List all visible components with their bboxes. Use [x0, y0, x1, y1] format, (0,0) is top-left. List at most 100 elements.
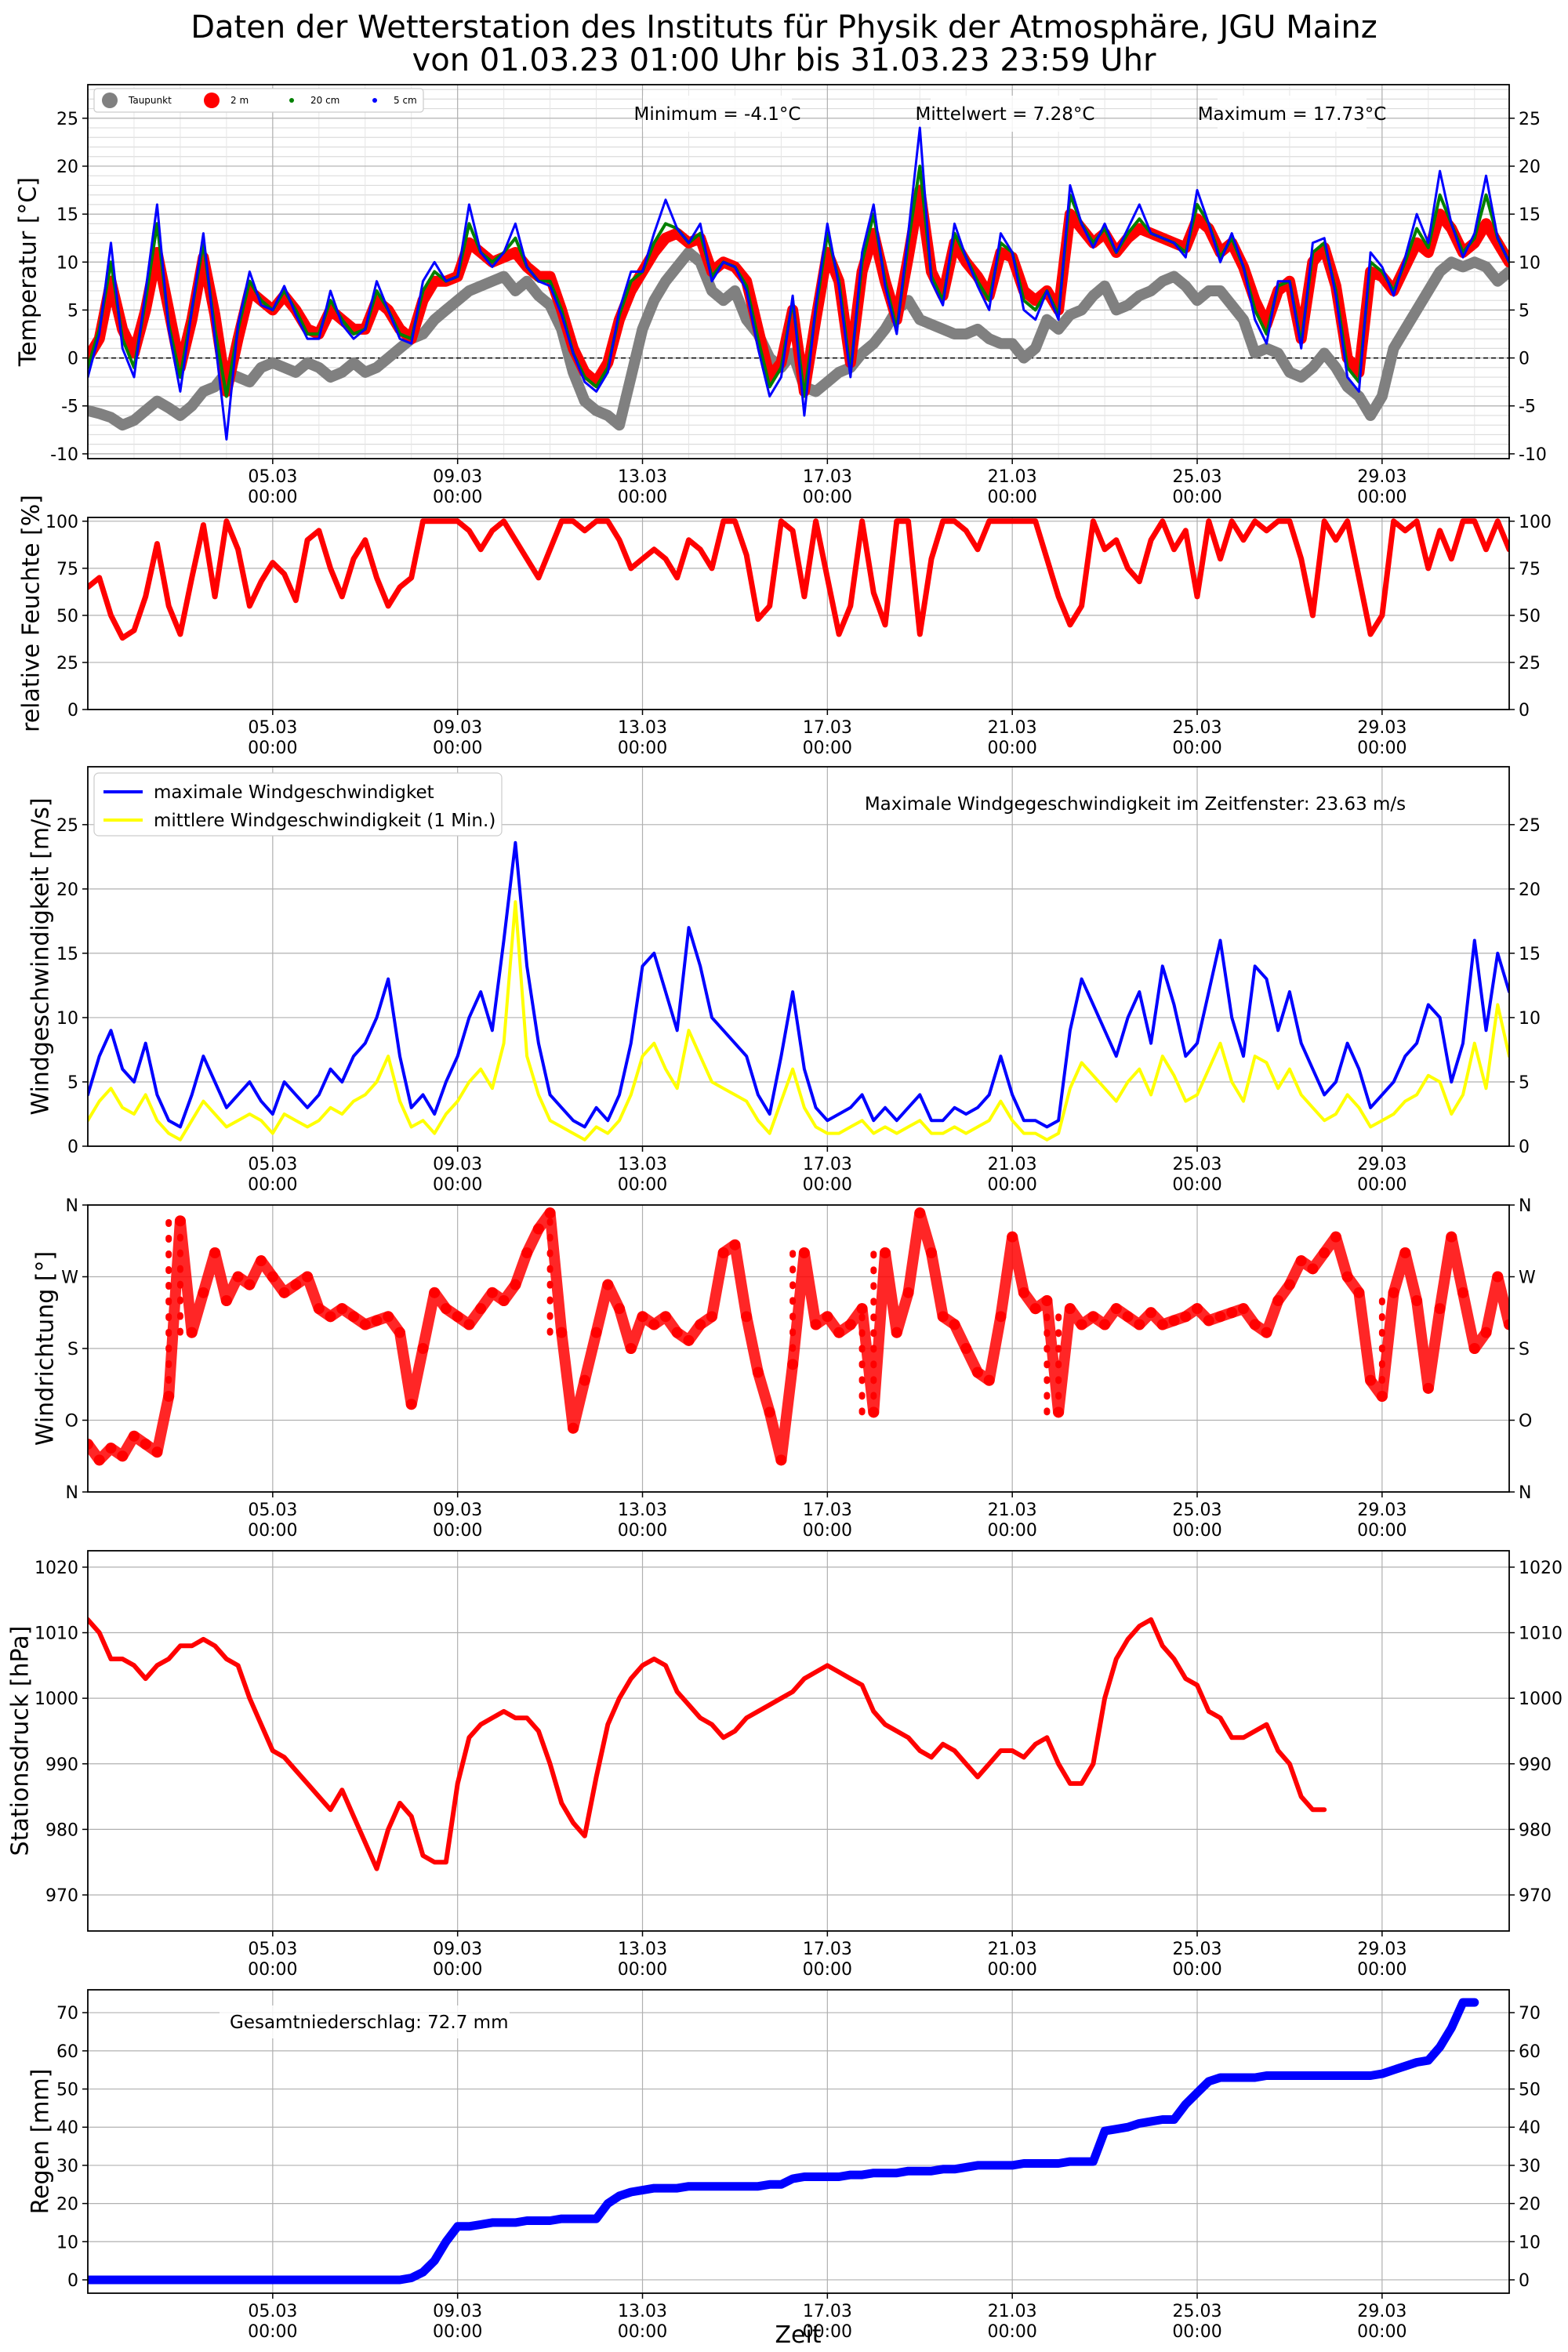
y-tick-label: 5: [67, 301, 78, 321]
y-tick-label: 25: [56, 110, 78, 129]
y-tick-label: 20: [56, 158, 78, 177]
y-tick-label: 70: [56, 2004, 78, 2024]
y-tick-label: 1020: [1519, 1559, 1563, 1578]
y-tick-label: -5: [61, 397, 78, 417]
x-tick-label: 17.03: [803, 2302, 852, 2321]
x-tick-label: 00:00: [248, 739, 297, 758]
y-tick-label: 0: [1519, 2271, 1530, 2291]
x-tick-label: 00:00: [987, 1521, 1036, 1541]
y-tick-label: -5: [1519, 397, 1536, 417]
y-axis-label: Stationsdruck [hPa]: [7, 1626, 34, 1857]
y-tick-label: -10: [1519, 445, 1547, 465]
y-tick-label: 0: [67, 350, 78, 369]
y-tick-label: 100: [45, 513, 78, 532]
y-tick-label: 15: [1519, 945, 1541, 964]
x-tick-label: 21.03: [988, 467, 1037, 487]
x-tick-label: 13.03: [618, 467, 667, 487]
x-tick-label: 05.03: [248, 1155, 297, 1174]
x-tick-label: 00:00: [1357, 488, 1406, 507]
legend-box: [93, 88, 424, 113]
y-tick-label: 1000: [1519, 1690, 1563, 1709]
y-tick-label: 0: [67, 2271, 78, 2291]
figure-title-line2: von 01.03.23 01:00 Uhr bis 31.03.23 23:5…: [412, 42, 1156, 78]
y-tick-label: 60: [1519, 2042, 1541, 2062]
y-axis-label: relative Feuchte [%]: [18, 495, 45, 732]
x-tick-label: 00:00: [433, 1521, 482, 1541]
x-tick-label: 05.03: [248, 1940, 297, 1959]
x-tick-label: 00:00: [1172, 1521, 1221, 1541]
y-tick-label: 15: [1519, 205, 1541, 225]
x-tick-label: 09.03: [433, 2302, 482, 2321]
x-tick-label: 17.03: [803, 1940, 852, 1959]
y-tick-label: 10: [1519, 2233, 1541, 2252]
y-tick-label: N: [1519, 1196, 1531, 1216]
plot-frame: [87, 1989, 1510, 2294]
series-mittlere-windgeschwindigkeit-1-min: [88, 900, 1509, 1142]
y-tick-label: 5: [1519, 301, 1530, 321]
series-group: [88, 1207, 1509, 1466]
x-tick-label: 21.03: [988, 2302, 1037, 2321]
rain-total-annotation: Gesamtniederschlag: 72.7 mm: [230, 2013, 508, 2033]
x-tick-label: 13.03: [618, 718, 667, 738]
y-tick-label: 50: [56, 607, 78, 626]
y-tick-label: 50: [1519, 2081, 1541, 2100]
x-tick-label: 09.03: [433, 1155, 482, 1174]
y-tick-label: 70: [1519, 2004, 1541, 2024]
temperature-annotation: Maximum = 17.73°C: [1198, 104, 1387, 125]
y-tick-label: 5: [1519, 1073, 1530, 1093]
y-tick-label: 0: [1519, 701, 1530, 720]
y-tick-label: 20: [56, 2195, 78, 2215]
x-tick-label: 09.03: [433, 718, 482, 738]
x-tick-label: 21.03: [988, 1940, 1037, 1959]
series-regen: [88, 1998, 1479, 2285]
x-tick-label: 00:00: [803, 488, 852, 507]
x-tick-label: 00:00: [1172, 2322, 1221, 2342]
temperature-annotation: Minimum = -4.1°C: [634, 104, 801, 125]
x-tick-label: 09.03: [433, 467, 482, 487]
y-tick-label: -10: [50, 445, 78, 465]
y-tick-label: 20: [1519, 158, 1541, 177]
y-tick-label: 20: [56, 880, 78, 900]
x-tick-label: 00:00: [803, 2322, 852, 2342]
y-tick-label: 970: [1519, 1886, 1552, 1906]
x-tick-label: 00:00: [618, 488, 667, 507]
x-tick-label: 00:00: [803, 1175, 852, 1195]
x-tick-label: 00:00: [618, 2322, 667, 2342]
x-tick-label: 29.03: [1357, 1940, 1406, 1959]
annotation-box: [931, 96, 1080, 132]
y-tick-label: 75: [56, 560, 78, 579]
x-tick-label: 00:00: [803, 1521, 852, 1541]
annotation-box: [1218, 96, 1367, 132]
legend-label: maximale Windgeschwindigket: [154, 782, 434, 803]
x-tick-label: 00:00: [1357, 2322, 1406, 2342]
x-tick-label: 00:00: [987, 1960, 1036, 1980]
y-tick-label: 20: [1519, 2195, 1541, 2215]
x-tick-label: 25.03: [1173, 2302, 1222, 2321]
x-tick-label: 17.03: [803, 467, 852, 487]
series-relative-feuchte: [88, 518, 1509, 641]
y-tick-label: 0: [67, 701, 78, 720]
y-tick-label: 5: [67, 1073, 78, 1093]
y-tick-label: 15: [56, 945, 78, 964]
series-windrichtung: [88, 1207, 1509, 1466]
x-tick-label: 00:00: [433, 488, 482, 507]
direction-trace: [88, 1207, 1509, 1466]
y-tick-label: 25: [1519, 110, 1541, 129]
x-tick-label: 00:00: [433, 1960, 482, 1980]
legend-label: Taupunkt: [128, 95, 172, 106]
x-tick-label: 09.03: [433, 1501, 482, 1520]
x-tick-label: 05.03: [248, 2302, 297, 2321]
x-tick-label: 25.03: [1173, 1155, 1222, 1174]
y-tick-label: 990: [45, 1755, 78, 1775]
legend-label: 5 cm: [394, 95, 417, 106]
x-tick-label: 13.03: [618, 1501, 667, 1520]
x-tick-label: 00:00: [618, 1175, 667, 1195]
y-tick-label: S: [1519, 1340, 1530, 1359]
y-tick-label: 40: [56, 2118, 78, 2138]
legend-marker: [289, 98, 294, 103]
panel-pressure: 970 970 980 980 990 990 1000 1000 1010 1010 1020 10…: [7, 1550, 1563, 1980]
x-tick-label: 25.03: [1173, 467, 1222, 487]
x-tick-label: 00:00: [987, 739, 1036, 758]
